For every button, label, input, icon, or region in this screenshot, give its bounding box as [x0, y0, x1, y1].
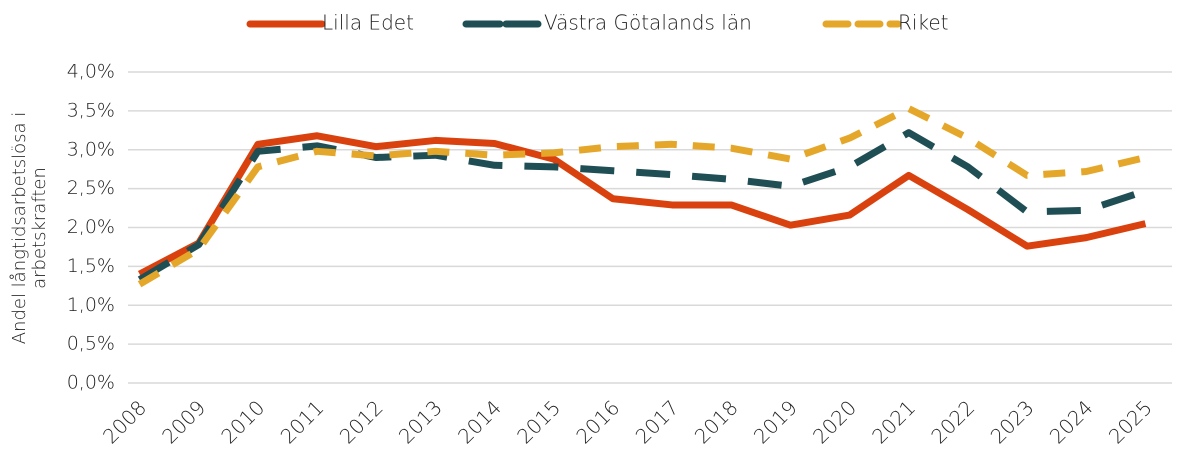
x-tick-label: 2023 — [986, 395, 1039, 448]
y-tick-label: 0,0% — [67, 372, 115, 394]
x-tick-label: 2012 — [335, 395, 388, 448]
series-line — [137, 129, 1147, 283]
x-tick-label: 2015 — [512, 395, 565, 448]
legend-label: Västra Götalands län — [544, 11, 752, 35]
y-axis-label: Andel långtidsarbetslösa iarbetskraften — [9, 112, 50, 345]
y-tick-label: 3,5% — [67, 99, 115, 121]
x-tick-label: 2019 — [749, 395, 802, 448]
y-tick-label: 1,0% — [67, 294, 115, 316]
x-tick-label: 2009 — [157, 395, 210, 448]
y-tick-label: 3,0% — [67, 138, 115, 160]
x-tick-label: 2024 — [1045, 395, 1098, 448]
x-tick-label: 2014 — [453, 395, 506, 448]
x-tick-label: 2011 — [276, 395, 329, 448]
series-line — [137, 105, 1147, 288]
y-tick-label: 1,5% — [67, 255, 115, 277]
x-tick-label: 2008 — [98, 395, 151, 448]
x-tick-label: 2021 — [867, 395, 920, 448]
legend-label: Riket — [898, 11, 948, 35]
y-tick-label: 2,0% — [67, 216, 115, 238]
legend-label: Lilla Edet — [322, 11, 414, 35]
x-tick-label: 2018 — [690, 395, 743, 448]
y-tick-label: 2,5% — [67, 177, 115, 199]
y-tick-label: 0,5% — [67, 333, 115, 355]
x-tick-label: 2017 — [631, 395, 684, 448]
x-tick-label: 2025 — [1104, 395, 1157, 448]
series-line — [137, 132, 1147, 278]
y-axis-label-line: Andel långtidsarbetslösa i — [9, 112, 30, 345]
y-tick-label: 4,0% — [67, 61, 115, 83]
x-tick-label: 2010 — [216, 395, 269, 448]
x-tick-label: 2013 — [394, 395, 447, 448]
x-tick-label: 2016 — [571, 395, 624, 448]
x-tick-label: 2022 — [926, 395, 979, 448]
y-axis-label-line: arbetskraften — [29, 167, 50, 289]
x-tick-label: 2020 — [808, 395, 861, 448]
